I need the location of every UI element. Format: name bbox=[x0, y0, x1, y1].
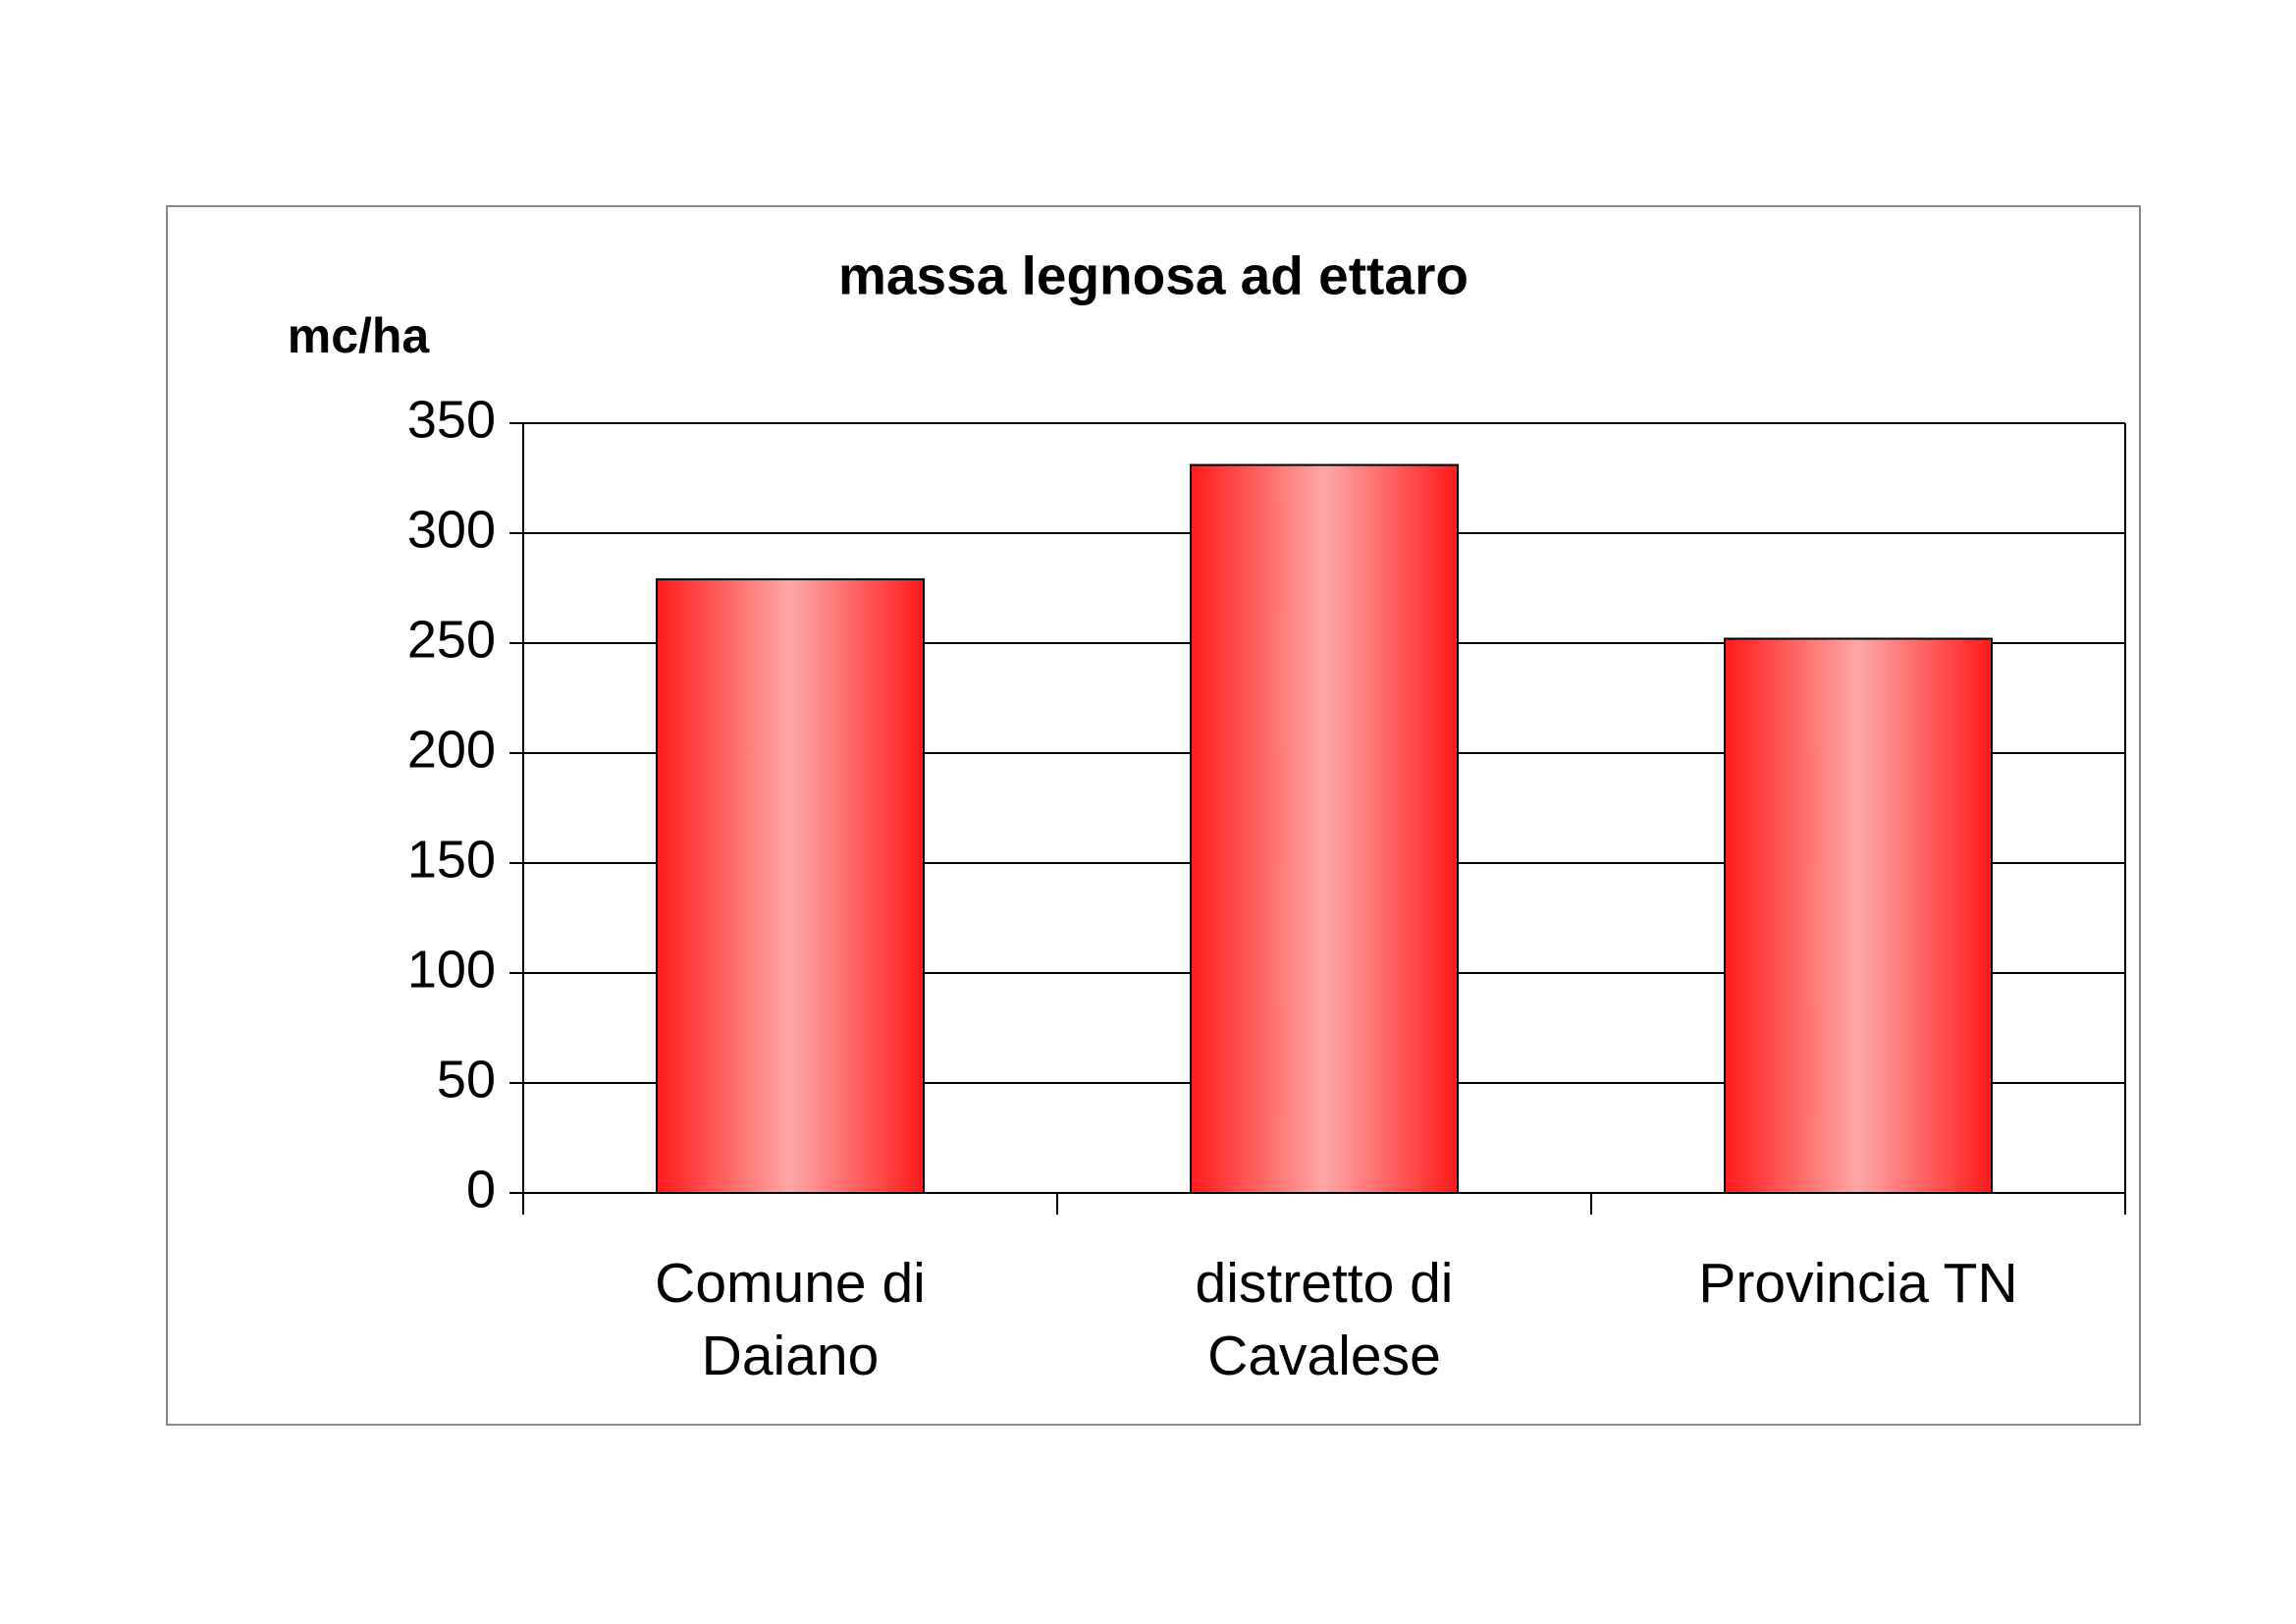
bar bbox=[1190, 463, 1459, 1194]
x-tick-label: distretto di Cavalese bbox=[1195, 1252, 1454, 1387]
y-tick-label: 350 bbox=[407, 390, 496, 449]
x-tick-label: Comune di Daiano bbox=[655, 1252, 926, 1387]
x-tick-label: Provincia TN bbox=[1698, 1252, 2018, 1315]
y-tick-label: 250 bbox=[407, 610, 496, 669]
y-tick-label: 200 bbox=[407, 720, 496, 779]
bar bbox=[1724, 637, 1993, 1194]
y-tick-label: 0 bbox=[466, 1160, 496, 1218]
y-tick-label: 50 bbox=[437, 1050, 496, 1109]
bar bbox=[656, 578, 925, 1194]
chart-title: massa legnosa ad ettaro bbox=[838, 245, 1468, 306]
y-tick-label: 150 bbox=[407, 830, 496, 889]
y-axis-label: mc/ha bbox=[288, 308, 431, 363]
y-tick-label: 300 bbox=[407, 500, 496, 559]
y-tick-label: 100 bbox=[407, 940, 496, 999]
